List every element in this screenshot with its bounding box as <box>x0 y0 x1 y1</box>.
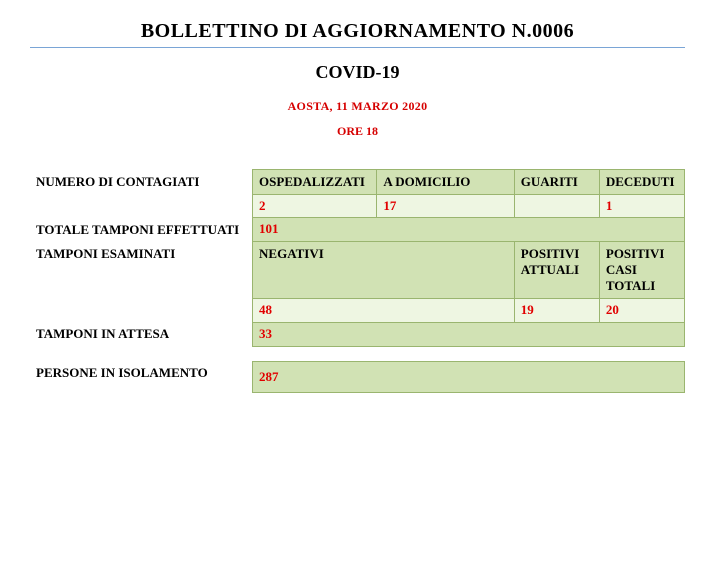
colhdr-deceduti: DECEDUTI <box>599 170 684 195</box>
colhdr-positivi-attuali: POSITIVI ATTUALI <box>514 242 599 299</box>
row-label-isolamento: PERSONE IN ISOLAMENTO <box>30 361 253 392</box>
colhdr-negativi: NEGATIVI <box>253 242 515 299</box>
bulletin-date: AOSTA, 11 MARZO 2020 <box>30 99 685 114</box>
val-isolamento: 287 <box>253 361 685 392</box>
row-label-contagiati: NUMERO DI CONTAGIATI <box>30 170 253 218</box>
colhdr-positivi-totali: POSITIVI CASI TOTALI <box>599 242 684 299</box>
row-label-tamponi-esaminati: TAMPONI ESAMINATI <box>30 242 253 322</box>
colhdr-ospedalizzati: OSPEDALIZZATI <box>253 170 377 195</box>
title-rule <box>30 47 685 48</box>
val-guariti <box>514 195 599 218</box>
val-ospedalizzati: 2 <box>253 195 377 218</box>
val-deceduti: 1 <box>599 195 684 218</box>
row-label-tamponi-totali: TOTALE TAMPONI EFFETTUATI <box>30 218 253 242</box>
val-a-domicilio: 17 <box>377 195 514 218</box>
val-positivi-totali: 20 <box>599 299 684 322</box>
val-negativi: 48 <box>253 299 515 322</box>
colhdr-a-domicilio: A DOMICILIO <box>377 170 514 195</box>
bulletin-title: BOLLETTINO DI AGGIORNAMENTO N.0006 <box>30 20 685 43</box>
val-positivi-attuali: 19 <box>514 299 599 322</box>
val-tamponi-attesa: 33 <box>253 322 685 346</box>
bulletin-time: ORE 18 <box>30 124 685 139</box>
val-tamponi-totali: 101 <box>253 218 685 242</box>
bulletin-subtitle: COVID-19 <box>30 62 685 83</box>
row-label-tamponi-attesa: TAMPONI IN ATTESA <box>30 322 253 346</box>
colhdr-guariti: GUARITI <box>514 170 599 195</box>
data-table: NUMERO DI CONTAGIATI OSPEDALIZZATI A DOM… <box>30 169 685 393</box>
